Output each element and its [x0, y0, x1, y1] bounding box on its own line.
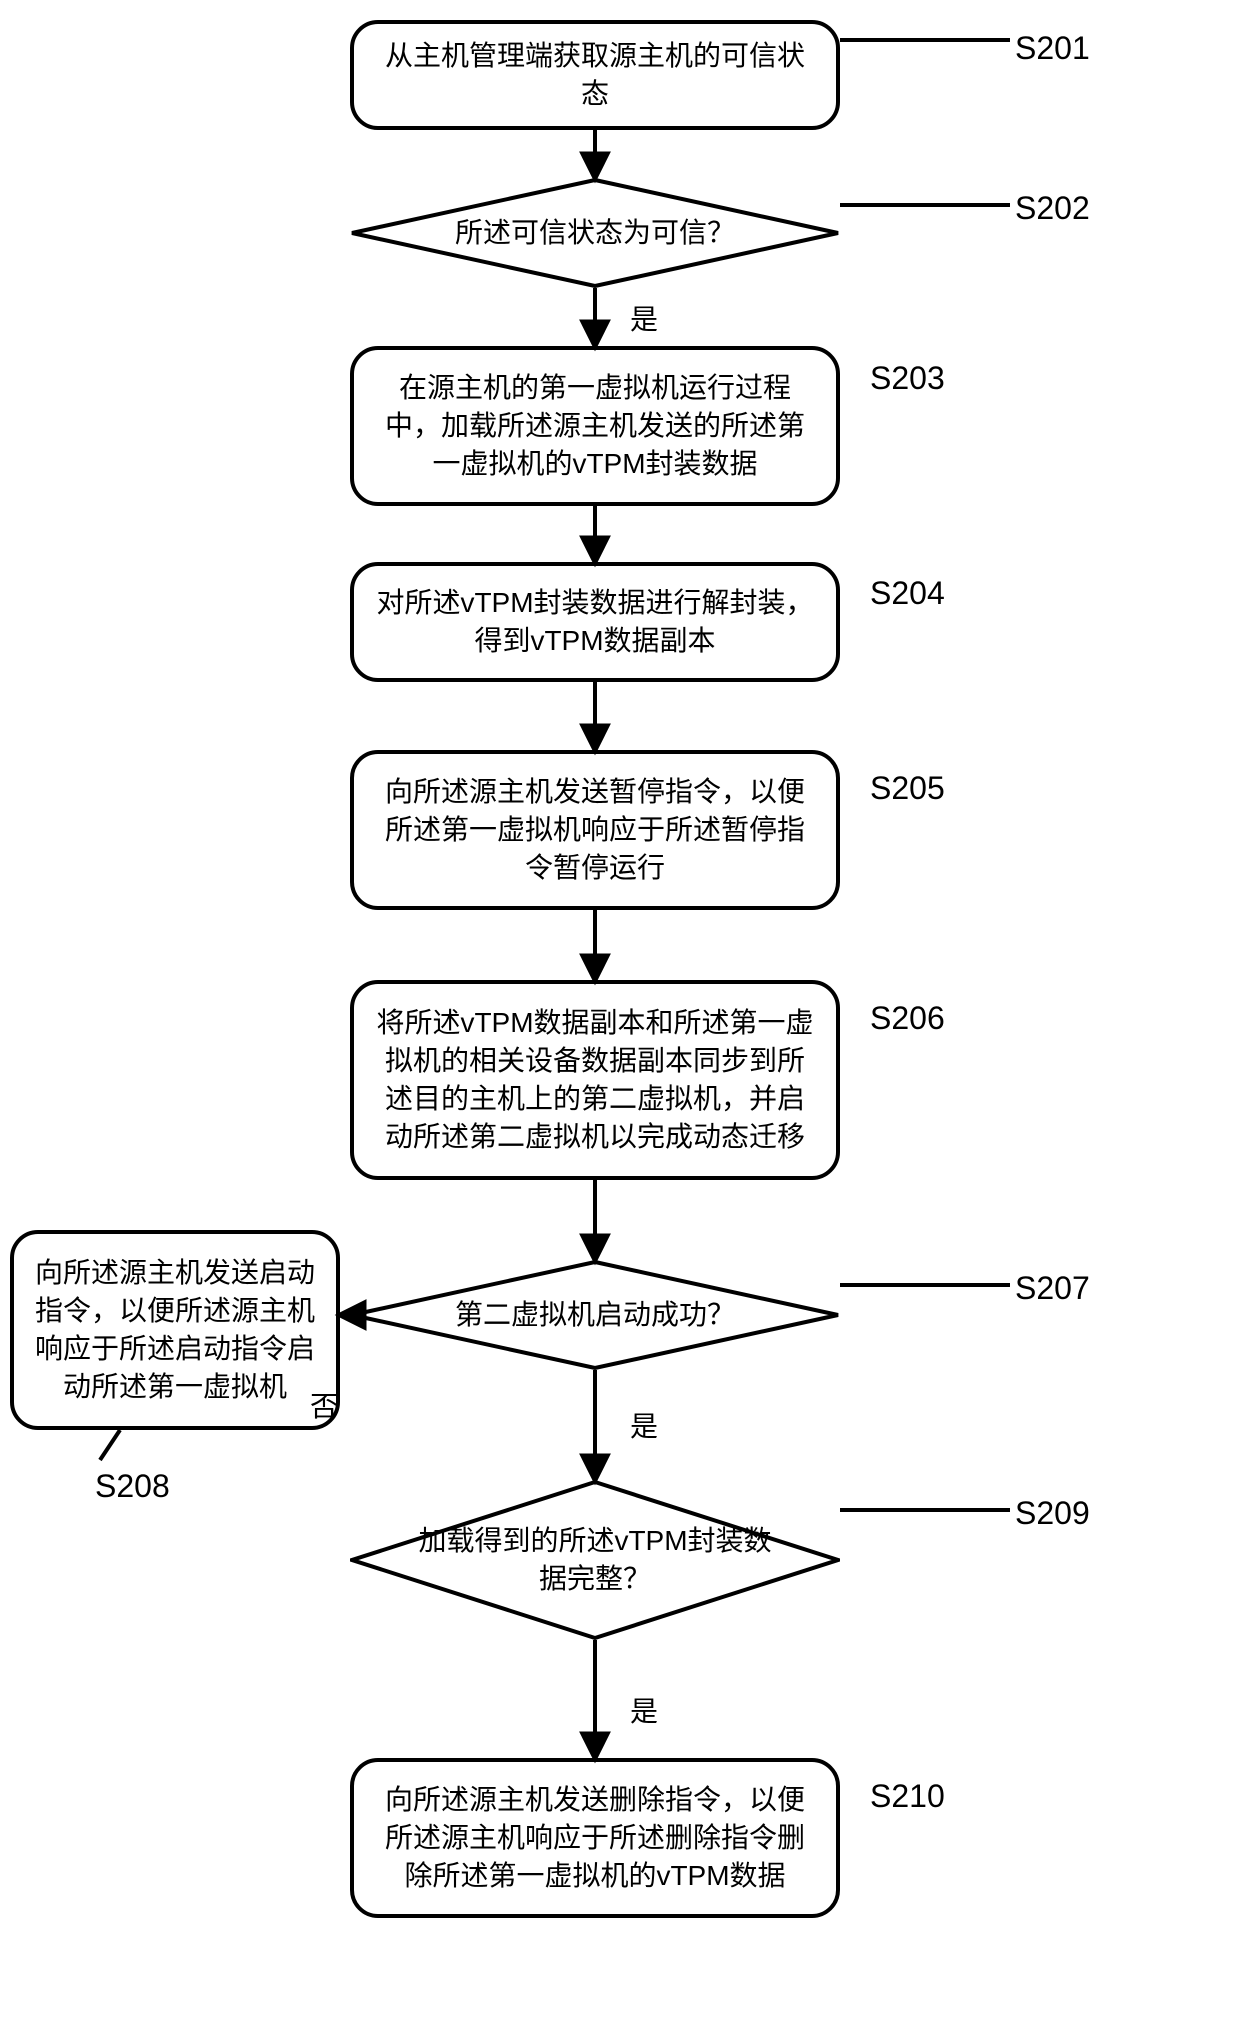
- flow-node-s208: 向所述源主机发送启动指令，以便所述源主机响应于所述启动指令启动所述第一虚拟机: [10, 1230, 340, 1430]
- flow-decision-s202: 所述可信状态为可信？: [350, 178, 840, 288]
- edge-label-yes202: 是: [630, 298, 658, 338]
- flow-decision-s207: 第二虚拟机启动成功？: [350, 1260, 840, 1370]
- flow-node-s201: 从主机管理端获取源主机的可信状态: [350, 20, 840, 130]
- step-tag-s203: S203: [870, 360, 945, 397]
- step-tag-s207: S207: [1015, 1270, 1090, 1307]
- flow-decision-text: 第二虚拟机启动成功？: [455, 1296, 735, 1334]
- step-tag-s208: S208: [95, 1468, 170, 1505]
- step-tag-s205: S205: [870, 770, 945, 807]
- flow-node-text: 从主机管理端获取源主机的可信状态: [372, 37, 818, 113]
- edge-label-yes207: 是: [630, 1405, 658, 1445]
- flow-node-s210: 向所述源主机发送删除指令，以便所述源主机响应于所述删除指令删除所述第一虚拟机的v…: [350, 1758, 840, 1918]
- flow-node-text: 将所述vTPM数据副本和所述第一虚拟机的相关设备数据副本同步到所述目的主机上的第…: [372, 1004, 818, 1155]
- flow-node-s206: 将所述vTPM数据副本和所述第一虚拟机的相关设备数据副本同步到所述目的主机上的第…: [350, 980, 840, 1180]
- edge-label-yes209: 是: [630, 1690, 658, 1730]
- flow-node-text: 向所述源主机发送暂停指令，以便所述第一虚拟机响应于所述暂停指令暂停运行: [372, 773, 818, 886]
- flow-node-s205: 向所述源主机发送暂停指令，以便所述第一虚拟机响应于所述暂停指令暂停运行: [350, 750, 840, 910]
- flow-decision-s209: 加载得到的所述vTPM封装数据完整？: [350, 1480, 840, 1640]
- flow-node-text: 向所述源主机发送删除指令，以便所述源主机响应于所述删除指令删除所述第一虚拟机的v…: [372, 1781, 818, 1894]
- flow-node-s203: 在源主机的第一虚拟机运行过程中，加载所述源主机发送的所述第一虚拟机的vTPM封装…: [350, 346, 840, 506]
- flow-decision-text: 所述可信状态为可信？: [455, 214, 735, 252]
- flow-node-s204: 对所述vTPM封装数据进行解封装，得到vTPM数据副本: [350, 562, 840, 682]
- edge-label-no207: 否: [310, 1385, 338, 1425]
- step-tag-s201: S201: [1015, 30, 1090, 67]
- step-tag-s204: S204: [870, 575, 945, 612]
- step-tag-s202: S202: [1015, 190, 1090, 227]
- flow-decision-text: 加载得到的所述vTPM封装数据完整？: [410, 1522, 780, 1598]
- step-tag-s206: S206: [870, 1000, 945, 1037]
- step-tag-s209: S209: [1015, 1495, 1090, 1532]
- flow-node-text: 向所述源主机发送启动指令，以便所述源主机响应于所述启动指令启动所述第一虚拟机: [32, 1254, 318, 1405]
- flow-node-text: 对所述vTPM封装数据进行解封装，得到vTPM数据副本: [372, 584, 818, 660]
- step-tag-s210: S210: [870, 1778, 945, 1815]
- flow-node-text: 在源主机的第一虚拟机运行过程中，加载所述源主机发送的所述第一虚拟机的vTPM封装…: [372, 369, 818, 482]
